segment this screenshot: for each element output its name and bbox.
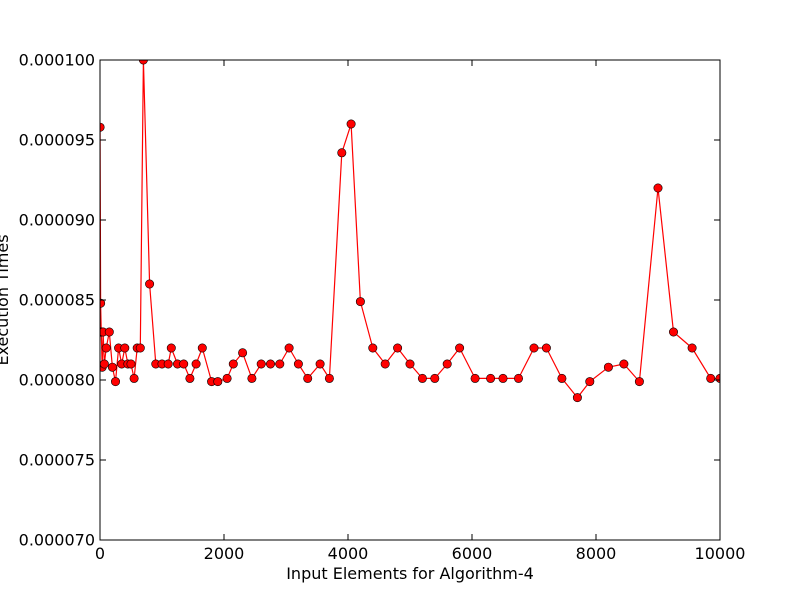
data-point [557,373,567,383]
data-point [179,359,189,369]
data-point [619,359,629,369]
data-point [687,343,697,353]
data-point [135,343,145,353]
data-point [470,373,480,383]
data-point [430,373,440,383]
data-point [572,393,582,403]
y-axis-label: Execution Times [0,234,12,365]
data-point [303,373,313,383]
data-point [603,362,613,372]
data-point [100,359,109,369]
data-point [355,297,365,307]
data-point [138,60,148,65]
data-point [405,359,415,369]
y-tick-label: 0.000085 [19,291,95,310]
axes-frame [99,59,721,541]
y-tick-label: 0.000080 [19,371,95,390]
data-point [238,348,248,358]
y-tick-label: 0.000075 [19,451,95,470]
data-point [380,359,390,369]
data-point [284,343,294,353]
plot-area [100,60,720,403]
data-point [634,377,644,387]
y-axis: 0.000070 0.000075 0.000080 0.000085 0.000090… [19,51,720,550]
data-point [101,343,111,353]
x-axis: 0 2000 4000 6000 8000 10000 [95,60,746,563]
data-point [145,279,155,289]
data-point [585,377,595,387]
data-point [529,343,539,353]
data-point [222,373,232,383]
x-tick-label: 8000 [576,544,617,563]
data-point [668,327,678,337]
data-point [107,362,117,372]
data-point [197,343,207,353]
axes-border [99,59,721,541]
y-tick-label: 0.000090 [19,211,95,230]
data-point [129,373,139,383]
data-point [228,359,238,369]
data-point [213,377,223,387]
data-point [256,359,266,369]
y-tick-label: 0.000070 [19,531,95,550]
data-point [163,359,173,369]
data-point [368,343,378,353]
data-point [337,148,347,158]
data-point [104,327,114,337]
y-tick-label: 0.000100 [19,51,95,70]
data-point [166,343,176,353]
data-point [275,359,285,369]
data-point [265,359,275,369]
data-point [120,343,130,353]
data-point [417,373,427,383]
data-point [513,373,523,383]
x-tick-label: 2000 [204,544,245,563]
x-tick-label: 6000 [452,544,493,563]
data-point [100,298,106,308]
data-point [293,359,303,369]
data-point [111,377,121,387]
data-point [541,343,551,353]
data-point [498,373,508,383]
y-tick-label: 0.000095 [19,131,95,150]
data-point [324,373,334,383]
x-axis-label: Input Elements for Algorithm-4 [286,564,534,583]
data-point [346,119,356,129]
data-point [191,359,201,369]
data-point [442,359,452,369]
x-tick-label: 10000 [695,544,746,563]
x-tick-label: 0 [95,544,105,563]
data-point [247,373,257,383]
data-point [455,343,465,353]
data-point [126,359,136,369]
data-point [653,183,663,193]
data-point [706,373,716,383]
series-line [100,60,720,399]
data-point [486,373,496,383]
data-point [315,359,325,369]
data-point [393,343,403,353]
x-tick-label: 4000 [328,544,369,563]
data-point [185,373,195,383]
